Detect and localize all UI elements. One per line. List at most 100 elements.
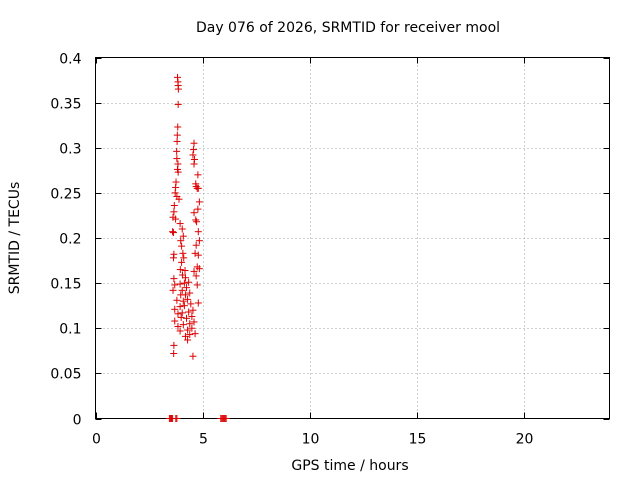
data-point [170, 350, 178, 358]
data-point [171, 189, 179, 197]
y-tick-label: 0.15 [50, 277, 81, 293]
data-point [170, 275, 178, 283]
data-point [181, 332, 189, 340]
data-point [194, 228, 202, 236]
data-point [187, 300, 195, 308]
data-point [186, 320, 194, 328]
data-point [171, 305, 179, 313]
y-tick-label: 0.3 [59, 142, 81, 158]
data-point [173, 131, 181, 139]
data-point [170, 202, 178, 210]
y-tick-label: 0.4 [59, 52, 81, 68]
data-point [192, 272, 200, 280]
data-point [186, 289, 194, 297]
data-point [194, 299, 202, 307]
data-point [179, 249, 187, 257]
data-point [179, 297, 187, 305]
data-point [181, 274, 189, 282]
data-point [171, 281, 179, 289]
y-tick-label: 0.05 [50, 367, 81, 383]
data-point [186, 331, 194, 339]
data-point [184, 326, 192, 334]
data-point [183, 284, 191, 292]
data-point [173, 155, 181, 163]
data-point [190, 267, 198, 275]
data-point [180, 254, 188, 262]
data-point [195, 237, 203, 245]
data-point [180, 279, 188, 287]
data-point [178, 242, 186, 250]
y-tick-label: 0.25 [50, 187, 81, 203]
data-point [173, 296, 181, 304]
data-point [184, 336, 192, 344]
data-point [179, 232, 187, 240]
data-point [193, 218, 201, 226]
data-point [192, 216, 200, 224]
data-point [191, 330, 199, 338]
data-point [194, 205, 202, 213]
data-point [174, 100, 182, 108]
data-point [189, 151, 197, 159]
axis-ticks: 0 0.05 0.1 0.15 0.2 0.25 0.3 0.35 0.4 0 5 10 15 20 [50, 52, 610, 448]
data-point [171, 317, 179, 325]
data-point [194, 184, 202, 192]
data-point [193, 281, 201, 289]
data-point [185, 278, 193, 286]
grid-lines [95, 57, 610, 419]
y-tick-label: 0.1 [59, 322, 81, 338]
data-point [195, 198, 203, 206]
data-point [176, 220, 184, 228]
data-point [185, 308, 193, 316]
data-point [173, 137, 181, 145]
data-point [172, 215, 180, 223]
data-point [178, 286, 186, 294]
data-point [179, 321, 187, 329]
data-point [188, 313, 196, 321]
data-point [175, 195, 183, 203]
data-point [190, 318, 198, 326]
y-tick-label: 0.35 [50, 97, 81, 113]
data-point [176, 280, 184, 288]
x-tick-label: 20 [516, 432, 534, 448]
y-tick-label: 0.2 [59, 232, 81, 248]
data-point [222, 415, 230, 422]
data-point [195, 265, 203, 273]
data-point [169, 229, 177, 237]
x-tick-label: 10 [302, 432, 320, 448]
data-point [177, 313, 185, 321]
data-point [174, 123, 182, 131]
data-point [191, 249, 199, 257]
data-point [180, 302, 188, 310]
data-point [190, 146, 198, 154]
data-point [173, 415, 181, 422]
data-point [176, 303, 184, 311]
data-point [190, 139, 198, 147]
data-points [165, 73, 230, 422]
x-tick-label: 15 [409, 432, 427, 448]
data-point [174, 85, 182, 93]
data-point [169, 228, 177, 236]
data-point [177, 237, 185, 245]
x-axis-label: GPS time / hours [291, 458, 408, 474]
chart-title: Day 076 of 2026, SRMTID for receiver moo… [196, 20, 500, 36]
data-point [183, 314, 191, 322]
data-point [189, 352, 197, 360]
x-tick-label: 5 [199, 432, 208, 448]
data-point [173, 147, 181, 155]
data-point [194, 251, 202, 259]
data-point [181, 291, 189, 299]
data-point [190, 209, 198, 217]
data-point [176, 266, 184, 274]
data-point [192, 241, 200, 249]
x-tick-label: 0 [92, 432, 101, 448]
data-point [190, 160, 198, 168]
data-point [169, 254, 177, 262]
y-tick-label: 0 [73, 413, 82, 429]
data-point [178, 309, 186, 317]
data-point [170, 208, 178, 216]
data-point [181, 266, 189, 274]
data-point [178, 258, 186, 266]
data-point [189, 306, 197, 314]
data-point [174, 310, 182, 318]
